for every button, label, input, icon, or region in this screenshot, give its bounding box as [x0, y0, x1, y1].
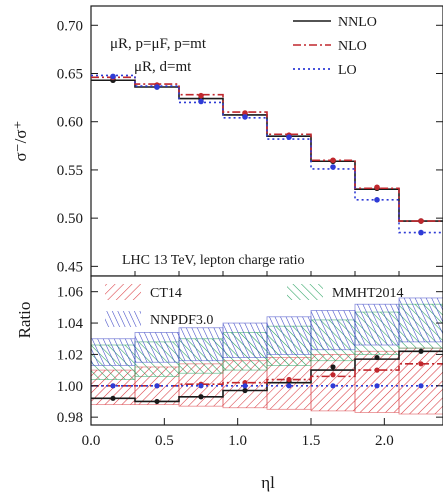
point-lo — [286, 134, 292, 140]
legend-mmht-swatch — [287, 284, 323, 300]
top-y-axis-title: σ⁻/σ⁺ — [11, 121, 30, 162]
band-nnpdf3-0 — [91, 338, 136, 366]
ratio-point-lo — [286, 383, 292, 389]
x-tick-label: 1.5 — [302, 433, 321, 449]
band-nnpdf3-0 — [310, 310, 356, 351]
point-nlo — [418, 218, 424, 224]
ratio-point-nnlo — [198, 394, 204, 400]
top-legend: NNLO NLO LO — [293, 15, 377, 78]
ratio-point-nlo — [286, 376, 292, 383]
scale-annotation-line-2: μR, d=mt — [134, 59, 192, 75]
band-nnpdf3-0 — [354, 303, 400, 346]
y-tick-label: 0.70 — [57, 18, 83, 34]
top-plot-frame — [90, 5, 443, 277]
y-tick-label: 0.65 — [57, 67, 83, 83]
band-nnpdf3-0 — [178, 327, 224, 362]
y-tick-label: 0.45 — [57, 259, 83, 275]
top-panel: 0.45 0.50 0.55 0.60 0.65 0.70 σ⁻/σ⁺ μR, p=μF,… — [11, 5, 443, 277]
ratio-point-lo — [330, 383, 336, 389]
bottom-plot-frame — [90, 275, 443, 426]
x-tick-label: 2.0 — [375, 433, 394, 449]
band-legend: CT14 MMHT2014 NNPDF3.0 — [105, 284, 404, 328]
ratio-y-tick-label: 1.04 — [57, 316, 84, 332]
ratio-point-nnlo — [330, 364, 336, 370]
x-tick-label: 1.0 — [228, 433, 247, 449]
point-nlo — [198, 92, 204, 99]
ratio-point-nlo — [418, 361, 424, 367]
band-nnpdf3-0 — [398, 297, 443, 343]
bottom-panel: 0.98 1.00 1.02 1.04 1.06 0.0 0.5 1.0 1.5 2.0 Rati… — [15, 275, 443, 492]
point-nlo — [330, 157, 336, 164]
point-lo — [418, 229, 424, 236]
ratio-point-lo — [154, 383, 160, 389]
point-lo — [198, 98, 204, 105]
ratio-point-nlo — [330, 372, 336, 378]
collider-label: LHC 13 TeV, lepton charge ratio — [122, 253, 305, 268]
bottom-data-points — [110, 348, 424, 405]
ratio-point-lo — [374, 383, 380, 389]
legend-ct14-swatch — [105, 284, 141, 300]
x-axis-title: ηl — [261, 473, 275, 492]
point-lo — [110, 73, 116, 80]
ratio-point-nnlo — [242, 387, 248, 394]
ratio-point-lo — [110, 383, 116, 389]
legend-ct14-label: CT14 — [150, 286, 182, 301]
x-tick-label: 0.5 — [155, 433, 174, 449]
band-ct14 — [354, 350, 400, 413]
ratio-point-nlo — [374, 367, 380, 373]
scale-annotation: μR, p=μF, p=mt μR, d=mt — [110, 36, 207, 75]
ratio-y-tick-label: 1.00 — [57, 379, 83, 395]
point-nlo — [374, 184, 380, 191]
band-nnpdf3-0 — [222, 322, 268, 358]
bottom-y-axis-title: Ratio — [15, 302, 34, 339]
band-ct14 — [310, 354, 356, 412]
x-tick-label: 0.0 — [82, 433, 101, 449]
point-nlo — [242, 110, 248, 116]
y-tick-label: 0.55 — [57, 163, 83, 179]
point-lo — [242, 114, 248, 120]
point-lo — [374, 197, 380, 203]
ratio-point-nnlo — [374, 354, 380, 361]
ratio-y-tick-label: 0.98 — [57, 410, 83, 426]
ratio-point-lo — [198, 383, 204, 389]
point-lo — [330, 164, 336, 170]
y-tick-label: 0.60 — [57, 115, 83, 131]
band-nnpdf3-0 — [266, 316, 312, 355]
legend-nlo-label: NLO — [338, 39, 367, 54]
band-ct14 — [398, 347, 443, 415]
legend-nnpdf-label: NNPDF3.0 — [150, 313, 213, 328]
ratio-y-tick-label: 1.02 — [57, 347, 83, 363]
pdf-bands — [91, 297, 443, 415]
ratio-point-lo — [242, 383, 248, 389]
top-data-points — [110, 73, 424, 236]
ratio-point-lo — [418, 383, 424, 389]
ratio-point-nnlo — [418, 348, 424, 354]
ratio-y-tick-label: 1.06 — [57, 285, 84, 301]
ratio-point-nnlo — [110, 395, 116, 401]
y-tick-label: 0.50 — [57, 211, 83, 227]
legend-nnlo-label: NNLO — [338, 15, 377, 30]
ratio-point-nnlo — [154, 398, 160, 405]
legend-nnpdf-swatch — [105, 311, 141, 327]
scale-annotation-line-1: μR, p=μF, p=mt — [110, 36, 207, 52]
series-nlo-ratio-line — [91, 363, 443, 387]
top-y-ticks: 0.45 0.50 0.55 0.60 0.65 0.70 — [57, 18, 443, 276]
legend-lo-label: LO — [338, 63, 357, 78]
legend-mmht-label: MMHT2014 — [332, 286, 404, 301]
bottom-ticks: 0.98 1.00 1.02 1.04 1.06 0.0 0.5 1.0 1.5 2.0 — [57, 285, 443, 449]
point-lo — [154, 84, 160, 90]
band-nnpdf3-0 — [134, 332, 180, 363]
